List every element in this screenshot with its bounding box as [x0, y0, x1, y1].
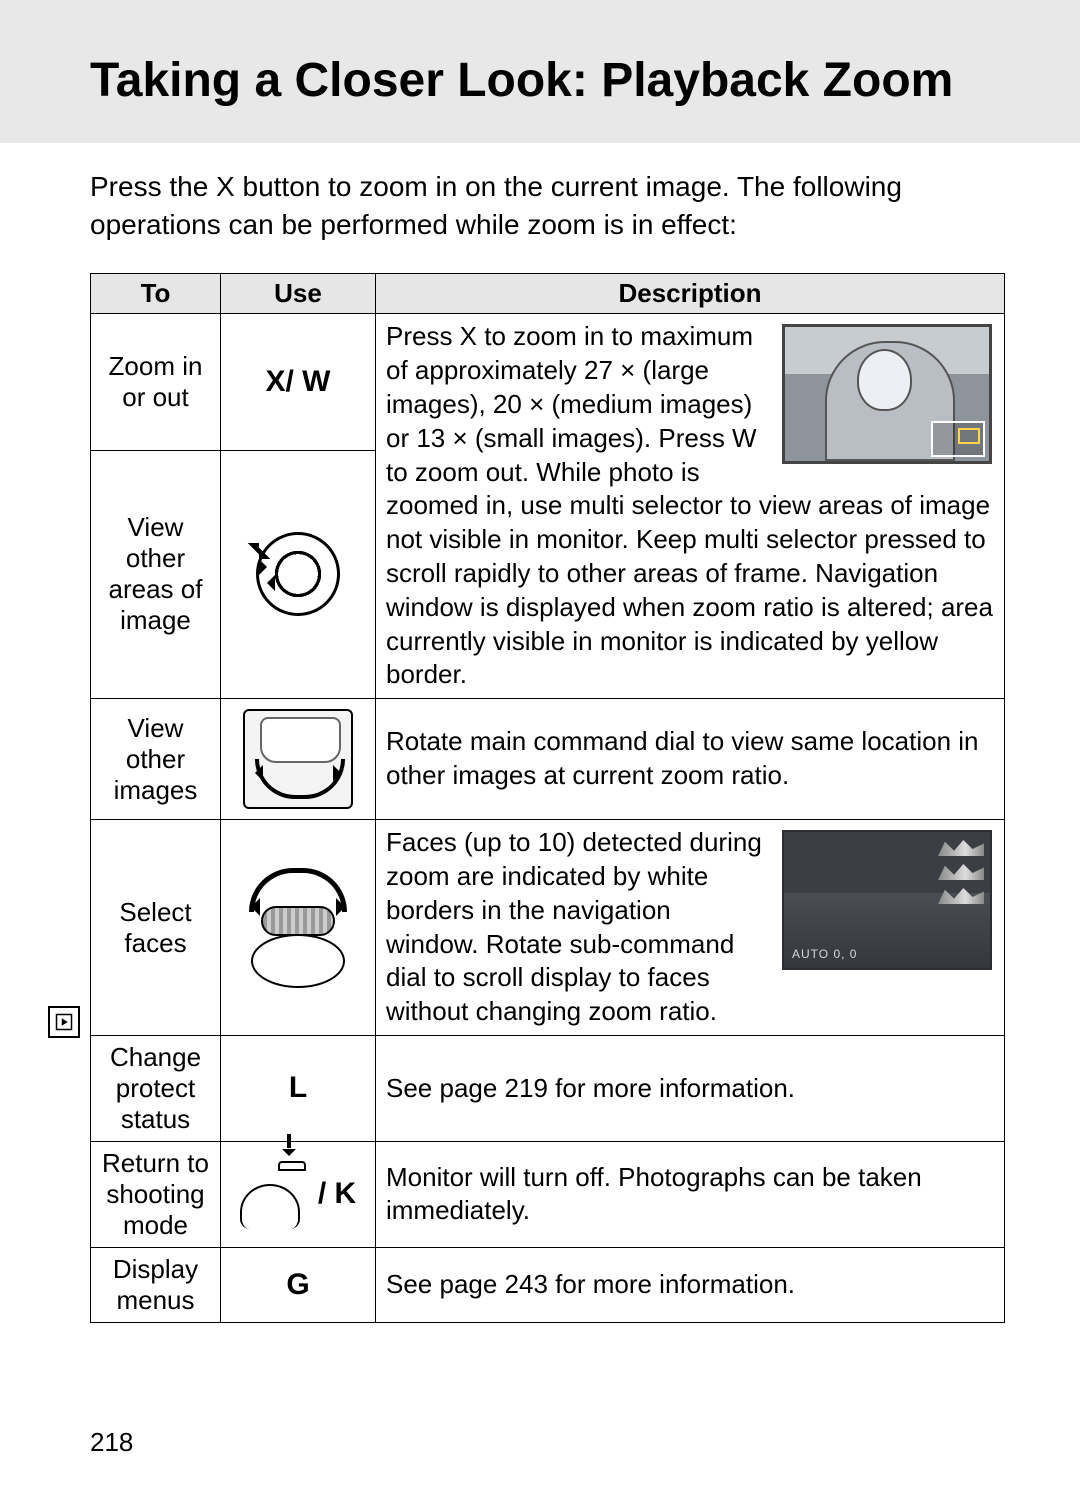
op-protect-desc: See page 219 for more information.	[376, 1035, 1005, 1141]
op-menus-use: G	[221, 1247, 376, 1322]
op-zoom-desc: Press X to zoom in to maximum of approxi…	[376, 314, 1005, 699]
op-menus-to: Display menus	[91, 1247, 221, 1322]
playback-button-glyph: / K	[318, 1177, 356, 1211]
col-header-use: Use	[221, 274, 376, 314]
op-return-to: Return to shooting mode	[91, 1141, 221, 1247]
sub-command-dial-icon	[243, 868, 353, 988]
table-row: Display menus G See page 243 for more in…	[91, 1247, 1005, 1322]
page-header: Taking a Closer Look: Playback Zoom	[0, 0, 1080, 143]
op-viewimages-use	[221, 699, 376, 820]
multi-selector-icon	[256, 532, 340, 616]
protect-button-glyph: L	[289, 1071, 307, 1104]
playback-section-tab-icon	[48, 1006, 80, 1038]
table-row: Return to shooting mode / K Monitor will…	[91, 1141, 1005, 1247]
operations-table: To Use Description Zoom in or out X/ W P…	[90, 273, 1005, 1323]
op-selectfaces-desc-text: Faces (up to 10) detected during zoom ar…	[386, 827, 762, 1026]
op-selectfaces-to: Select faces	[91, 820, 221, 1036]
page-number: 218	[90, 1427, 133, 1458]
op-viewimages-to: View other images	[91, 699, 221, 820]
col-header-to: To	[91, 274, 221, 314]
navigation-minimap	[931, 421, 985, 457]
col-header-desc: Description	[376, 274, 1005, 314]
op-menus-desc: See page 243 for more information.	[376, 1247, 1005, 1322]
table-row: Zoom in or out X/ W Press X to zoom in t…	[91, 314, 1005, 450]
op-viewareas-to: View other areas of image	[91, 450, 221, 699]
histogram-icon	[938, 838, 984, 908]
zoom-buttons-glyph: X/ W	[266, 365, 331, 398]
table-row: Change protect status L See page 219 for…	[91, 1035, 1005, 1141]
page-title: Taking a Closer Look: Playback Zoom	[90, 55, 1010, 108]
shutter-half-press-icon	[240, 1159, 310, 1229]
op-viewareas-use	[221, 450, 376, 699]
op-selectfaces-use	[221, 820, 376, 1036]
manual-page: Taking a Closer Look: Playback Zoom Pres…	[0, 0, 1080, 1486]
navigation-window-thumb	[782, 324, 992, 464]
op-zoom-use: X/ W	[221, 314, 376, 450]
main-command-dial-icon	[243, 709, 353, 809]
op-viewimages-desc: Rotate main command dial to view same lo…	[376, 699, 1005, 820]
op-return-desc: Monitor will turn off. Photographs can b…	[376, 1141, 1005, 1247]
yellow-border-indicator	[958, 428, 980, 444]
op-protect-use: L	[221, 1035, 376, 1141]
table-row: Select faces AUTO 0, 0 Faces (up to 10) …	[91, 820, 1005, 1036]
op-return-use: / K	[221, 1141, 376, 1247]
face-thumb-label: AUTO 0, 0	[792, 947, 857, 963]
face-detect-thumb: AUTO 0, 0	[782, 830, 992, 970]
table-row: View other images Rotate main command di…	[91, 699, 1005, 820]
intro-paragraph: Press the X button to zoom in on the cur…	[0, 143, 1080, 264]
op-protect-to: Change protect status	[91, 1035, 221, 1141]
op-zoom-to: Zoom in or out	[91, 314, 221, 450]
op-selectfaces-desc: AUTO 0, 0 Faces (up to 10) detected duri…	[376, 820, 1005, 1036]
menu-button-glyph: G	[286, 1268, 309, 1301]
table-header-row: To Use Description	[91, 274, 1005, 314]
